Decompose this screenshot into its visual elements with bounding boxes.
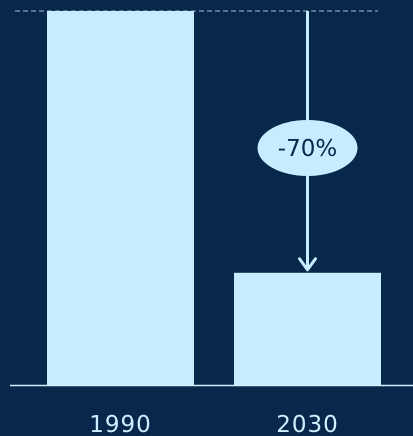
x-tick-labels: 1990 2030 — [89, 412, 339, 436]
annotation-label: -70% — [278, 136, 337, 162]
x-tick-label-1990: 1990 — [89, 412, 152, 436]
change-annotation: -70% — [257, 11, 358, 272]
annotation-oval — [257, 120, 358, 176]
bar-1990 — [47, 11, 194, 385]
annotation-arrow-head — [298, 257, 317, 272]
bar-2030 — [234, 272, 381, 385]
bars-group — [47, 11, 381, 385]
x-tick-label-2030: 2030 — [276, 412, 339, 436]
